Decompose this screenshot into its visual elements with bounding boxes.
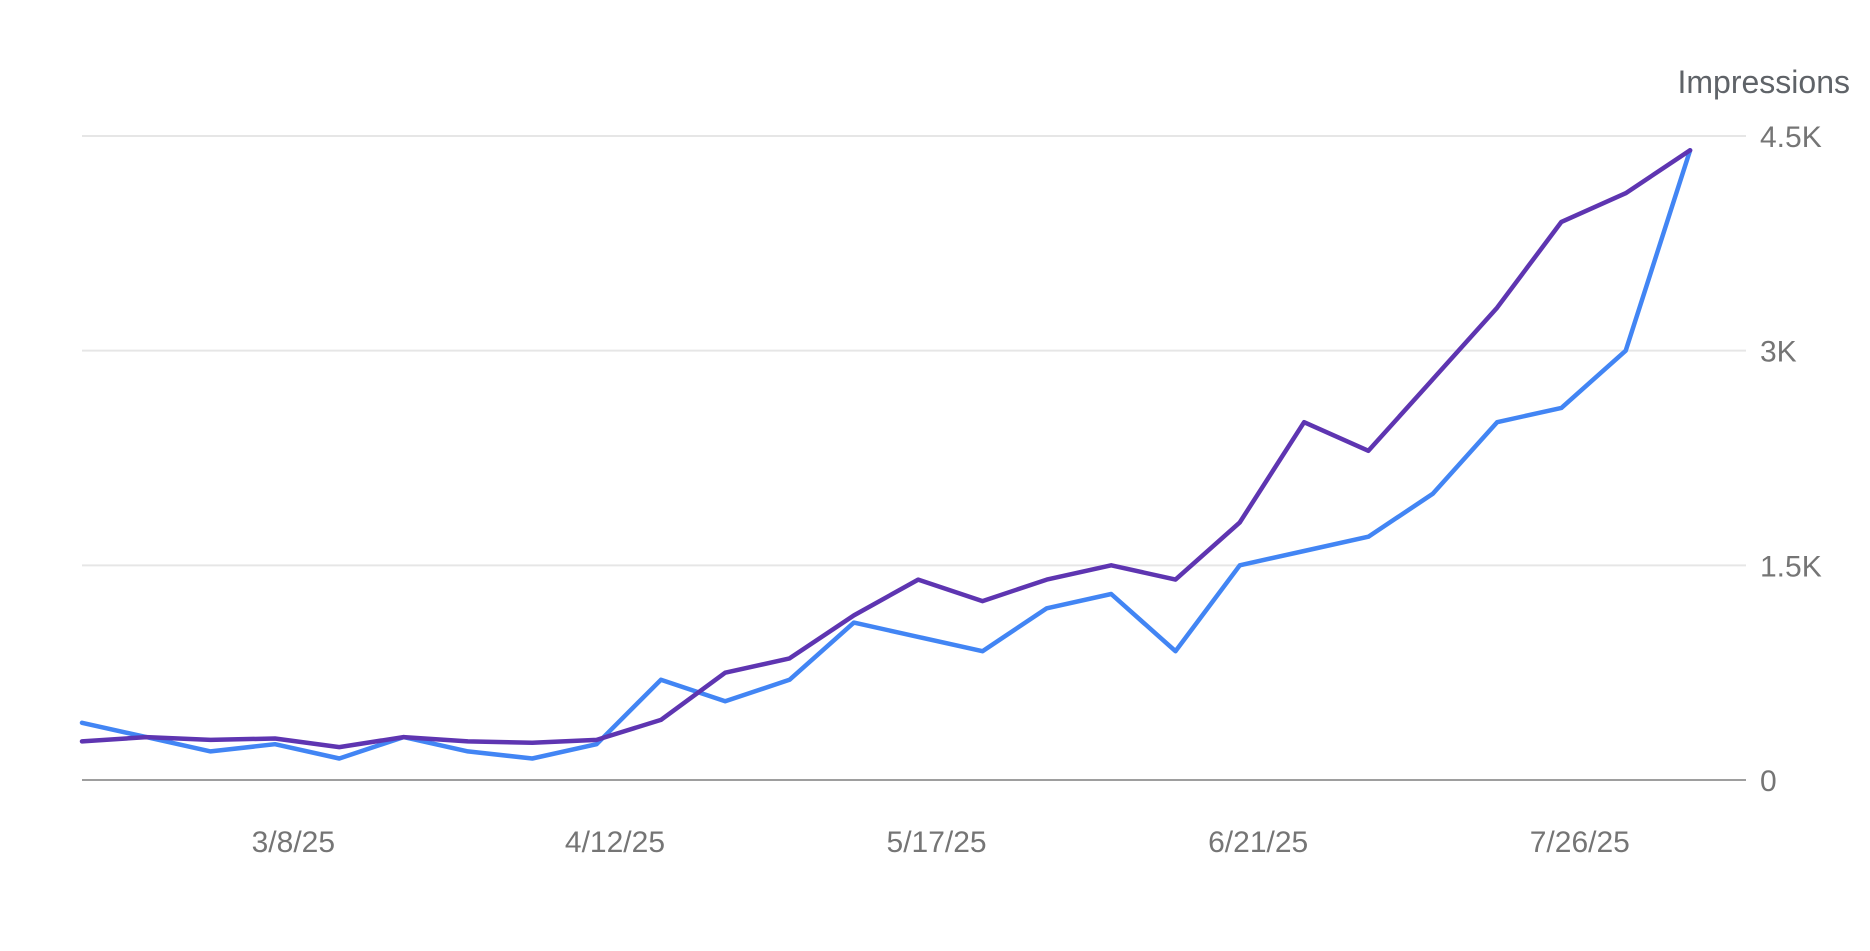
gridlines: [82, 135, 1746, 781]
series-line-1: [79, 148, 1693, 750]
series-lines: [79, 148, 1693, 761]
y-tick-label: 0: [1760, 765, 1777, 798]
y-axis-title: Impressions: [1678, 64, 1851, 100]
x-tick-label: 5/17/25: [887, 826, 987, 859]
x-tick-label: 4/12/25: [565, 826, 665, 859]
x-tick-label: 3/8/25: [252, 826, 335, 859]
y-tick-labels: 0 1.5K 3K 4.5K: [1760, 121, 1822, 798]
y-tick-label: 4.5K: [1760, 121, 1822, 154]
x-tick-labels: 3/8/25 4/12/25 5/17/25 6/21/25 7/26/25: [252, 826, 1630, 859]
series-line-2: [79, 148, 1693, 761]
y-tick-label: 1.5K: [1760, 550, 1822, 583]
x-tick-label: 7/26/25: [1530, 826, 1630, 859]
y-tick-label: 3K: [1760, 336, 1797, 369]
x-tick-label: 6/21/25: [1208, 826, 1308, 859]
